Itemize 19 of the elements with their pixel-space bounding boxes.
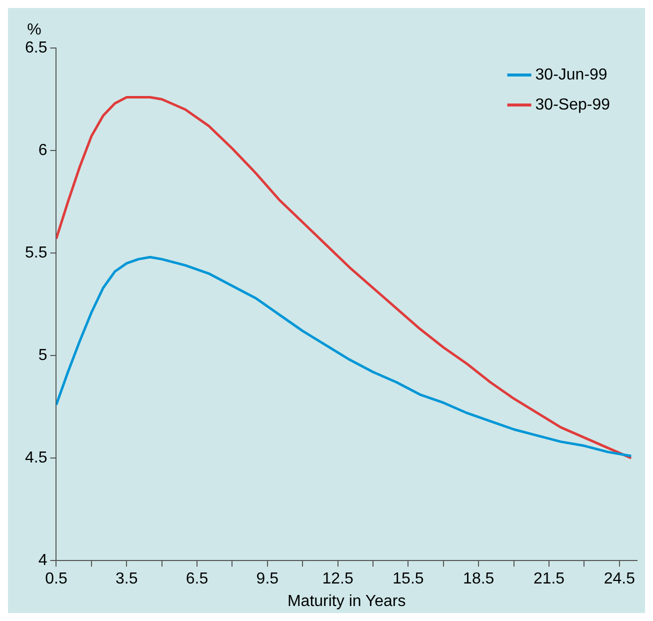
x-tick-label: 0.5 (45, 570, 68, 588)
y-tick-label: 6 (38, 142, 48, 159)
x-tick-label: 9.5 (256, 570, 279, 588)
x-axis-title: Maturity in Years (287, 592, 406, 610)
legend-label: 30-Jun-99 (535, 66, 608, 84)
y-tick-label: 4 (38, 552, 48, 570)
y-tick-label: 6.5 (24, 39, 48, 56)
x-tick-label: 15.5 (392, 570, 424, 588)
x-tick-label: 21.5 (533, 570, 565, 588)
y-tick-label: 5 (38, 346, 48, 364)
x-tick-label: 3.5 (116, 570, 138, 588)
x-tick-label: 18.5 (463, 570, 494, 588)
x-tick-label: 24.5 (604, 570, 636, 588)
x-tick-label: 12.5 (322, 570, 354, 588)
y-tick-label: 5.5 (24, 244, 48, 262)
legend-label: 30-Sep-99 (535, 96, 610, 114)
y-axis-title: % (27, 21, 42, 38)
x-tick-label: 6.5 (186, 570, 208, 588)
y-tick-label: 4.5 (24, 449, 48, 466)
